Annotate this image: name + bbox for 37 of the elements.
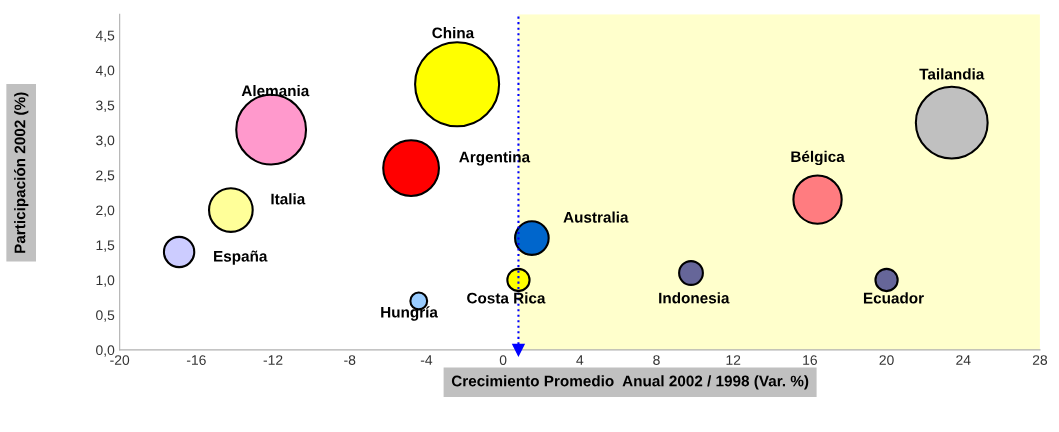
x-tick-label: -20 — [110, 355, 130, 365]
series-label: España — [214, 250, 268, 265]
x-tick-label: 16 — [803, 355, 817, 365]
x-tick-label: 8 — [653, 355, 660, 365]
y-tick-label: 2,0 — [96, 205, 115, 217]
x-tick-label: -4 — [420, 355, 433, 365]
series-label: Hungría — [381, 306, 438, 321]
series-label: Ecuador — [863, 292, 924, 304]
series-label: Tailandia — [919, 68, 985, 80]
x-tick-label: 4 — [576, 355, 584, 365]
x-tick-label: 24 — [956, 355, 971, 365]
series-label: Indonesia — [659, 292, 730, 304]
x-tick-label: 0 — [499, 355, 507, 365]
y-tick-label: 0,5 — [96, 310, 115, 322]
series-label: Australia — [563, 211, 629, 223]
series-label: Alemania — [241, 85, 310, 97]
y-tick-label: 2,5 — [96, 170, 115, 182]
series-label: Bélgica — [791, 150, 845, 166]
y-axis-title: Participación 2002 (%) — [13, 92, 29, 253]
series-label: China — [432, 27, 475, 39]
x-tick-label: -8 — [344, 355, 356, 365]
series-label: Italia — [271, 193, 306, 205]
x-tick-label: -16 — [186, 355, 206, 365]
y-tick-label: 3,0 — [96, 135, 115, 147]
series-label: Costa Rica — [467, 292, 546, 304]
x-axis-title: Crecimiento Promedio Anual 2002 / 1998 (Var. %) — [451, 375, 809, 390]
y-tick-label: 4,5 — [95, 30, 115, 43]
y-tick-label: 3,5 — [96, 100, 115, 112]
x-tick-label: 20 — [879, 355, 894, 365]
y-tick-label: 1,5 — [96, 240, 115, 252]
x-tick-label: 28 — [1032, 355, 1048, 365]
y-tick-label: 0,0 — [96, 345, 115, 357]
x-tick-label: 12 — [726, 355, 741, 365]
series-label: Argentina — [459, 151, 531, 166]
y-tick-label: 1,0 — [96, 275, 115, 287]
y-tick-label: 4,0 — [95, 65, 115, 78]
x-tick-label: -12 — [263, 355, 283, 365]
